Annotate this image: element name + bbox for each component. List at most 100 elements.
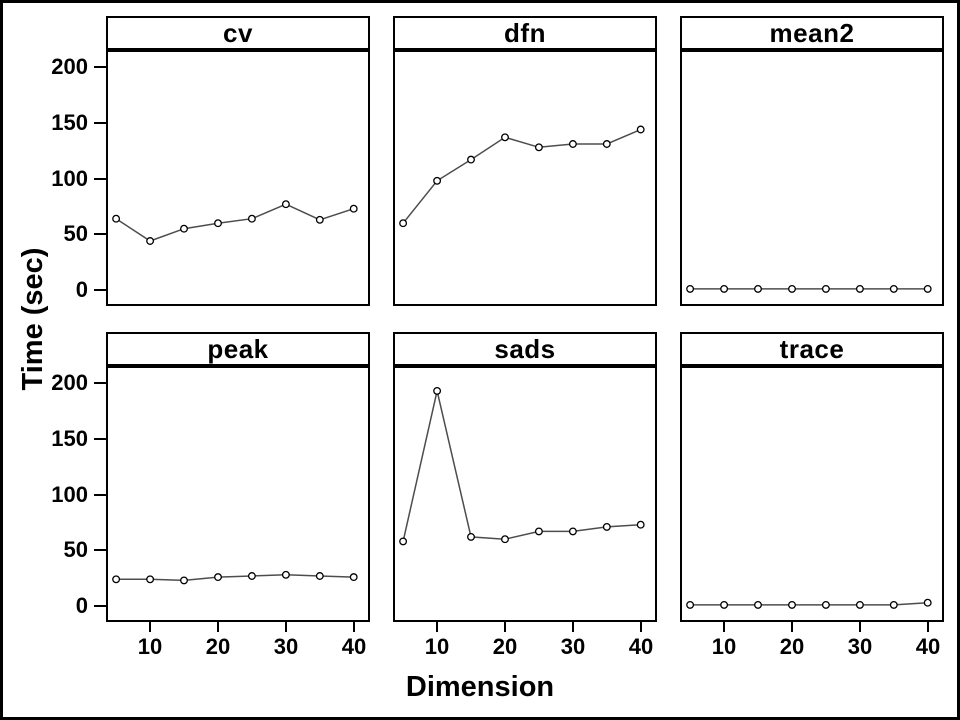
panel-plot-dfn [399, 125, 645, 228]
data-point-marker [720, 600, 729, 609]
data-point-marker [534, 143, 543, 152]
panel-title-dfn: dfn [395, 18, 655, 52]
x-axis-tick [640, 622, 642, 632]
panel-dfn: dfn [393, 16, 657, 306]
data-point-marker [349, 573, 358, 582]
y-axis-tick [94, 289, 106, 291]
x-axis-tick [572, 622, 574, 632]
panel-plot-mean2 [686, 284, 932, 293]
data-point-marker [281, 570, 290, 579]
data-point-marker [788, 600, 796, 609]
y-tick-label-row0: 100 [51, 166, 88, 191]
series-line [690, 601, 928, 606]
panel-title-sads: sads [395, 334, 655, 368]
data-point-marker [214, 573, 222, 582]
panel-sads: sads [393, 332, 657, 622]
panel-plot-peak [112, 570, 358, 585]
data-point-marker [399, 219, 408, 228]
panel-plot-cv [112, 200, 358, 245]
y-tick-label-row1: 200 [51, 370, 88, 395]
panel-peak: peak [106, 332, 370, 622]
y-axis-tick [94, 494, 106, 496]
data-point-marker [788, 284, 796, 293]
y-axis-tick [94, 438, 106, 440]
data-point-marker [923, 598, 932, 607]
x-axis-tick [436, 622, 438, 632]
x-tick-label: 40 [341, 634, 367, 659]
data-point-marker [602, 522, 611, 531]
series-line [116, 574, 354, 582]
data-point-marker [602, 140, 611, 148]
data-point-marker [636, 520, 645, 529]
panel-title-peak: peak [108, 334, 368, 368]
x-axis-tick [217, 622, 219, 632]
data-point-marker [686, 600, 695, 609]
x-tick-label: 20 [492, 634, 518, 659]
x-axis-tick [927, 622, 929, 632]
data-point-marker [855, 600, 864, 609]
panel-cv: cv [106, 16, 370, 306]
y-tick-label-row0: 0 [75, 277, 88, 302]
series-line [402, 390, 641, 542]
x-tick-label: 10 [137, 634, 163, 659]
panel-plot-trace [686, 598, 932, 609]
x-axis-tick [791, 622, 793, 632]
data-point-marker [821, 284, 830, 293]
panel-trace: trace [680, 332, 944, 622]
data-point-marker [315, 572, 324, 580]
x-axis-title: Dimension [405, 671, 555, 703]
x-tick-label: 30 [560, 634, 586, 659]
data-point-marker [315, 215, 324, 224]
x-tick-label: 40 [628, 634, 654, 659]
panel-title-mean2: mean2 [682, 18, 942, 52]
x-axis-tick [723, 622, 725, 632]
data-point-marker [568, 140, 577, 148]
data-point-marker [501, 133, 509, 142]
y-tick-label-row1: 150 [51, 426, 88, 451]
data-point-marker [433, 386, 442, 395]
x-tick-label: 20 [779, 634, 805, 659]
data-point-marker [636, 125, 645, 134]
data-point-marker [180, 576, 188, 585]
data-point-marker [112, 214, 121, 223]
data-point-marker [247, 572, 256, 580]
data-point-marker [247, 214, 256, 223]
data-point-marker [686, 284, 695, 293]
data-point-marker [399, 537, 408, 546]
data-point-marker [889, 600, 898, 609]
data-point-marker [855, 284, 864, 293]
y-tick-label-row0: 150 [51, 110, 88, 135]
y-axis-tick [94, 178, 106, 180]
y-tick-label-row1: 50 [63, 537, 88, 562]
data-point-marker [146, 237, 155, 245]
data-point-marker [180, 224, 188, 233]
data-point-marker [568, 527, 577, 536]
panel-mean2: mean2 [680, 16, 944, 306]
panel-title-trace: trace [682, 334, 942, 368]
y-tick-label-row1: 0 [75, 593, 88, 618]
y-axis-tick [94, 382, 106, 384]
data-point-marker [754, 284, 762, 293]
y-axis-tick [94, 233, 106, 235]
panel-title-cv: cv [108, 18, 368, 52]
y-axis-tick [94, 122, 106, 124]
y-tick-label-row0: 50 [63, 221, 88, 246]
data-point-marker [467, 155, 475, 164]
x-axis-tick [285, 622, 287, 632]
x-tick-label: 30 [273, 634, 299, 659]
data-point-marker [467, 532, 475, 541]
data-point-marker [349, 204, 358, 213]
series-line [115, 203, 354, 242]
y-tick-label-row0: 200 [51, 54, 88, 79]
data-point-marker [501, 535, 509, 544]
y-axis-tick [94, 66, 106, 68]
data-point-marker [754, 600, 762, 609]
data-point-marker [433, 176, 442, 185]
y-axis-tick [94, 549, 106, 551]
x-axis-tick [859, 622, 861, 632]
x-tick-label: 30 [847, 634, 873, 659]
y-tick-label-row1: 100 [51, 482, 88, 507]
series-line [402, 128, 641, 224]
panel-plot-sads [399, 386, 645, 546]
y-axis-tick [94, 605, 106, 607]
